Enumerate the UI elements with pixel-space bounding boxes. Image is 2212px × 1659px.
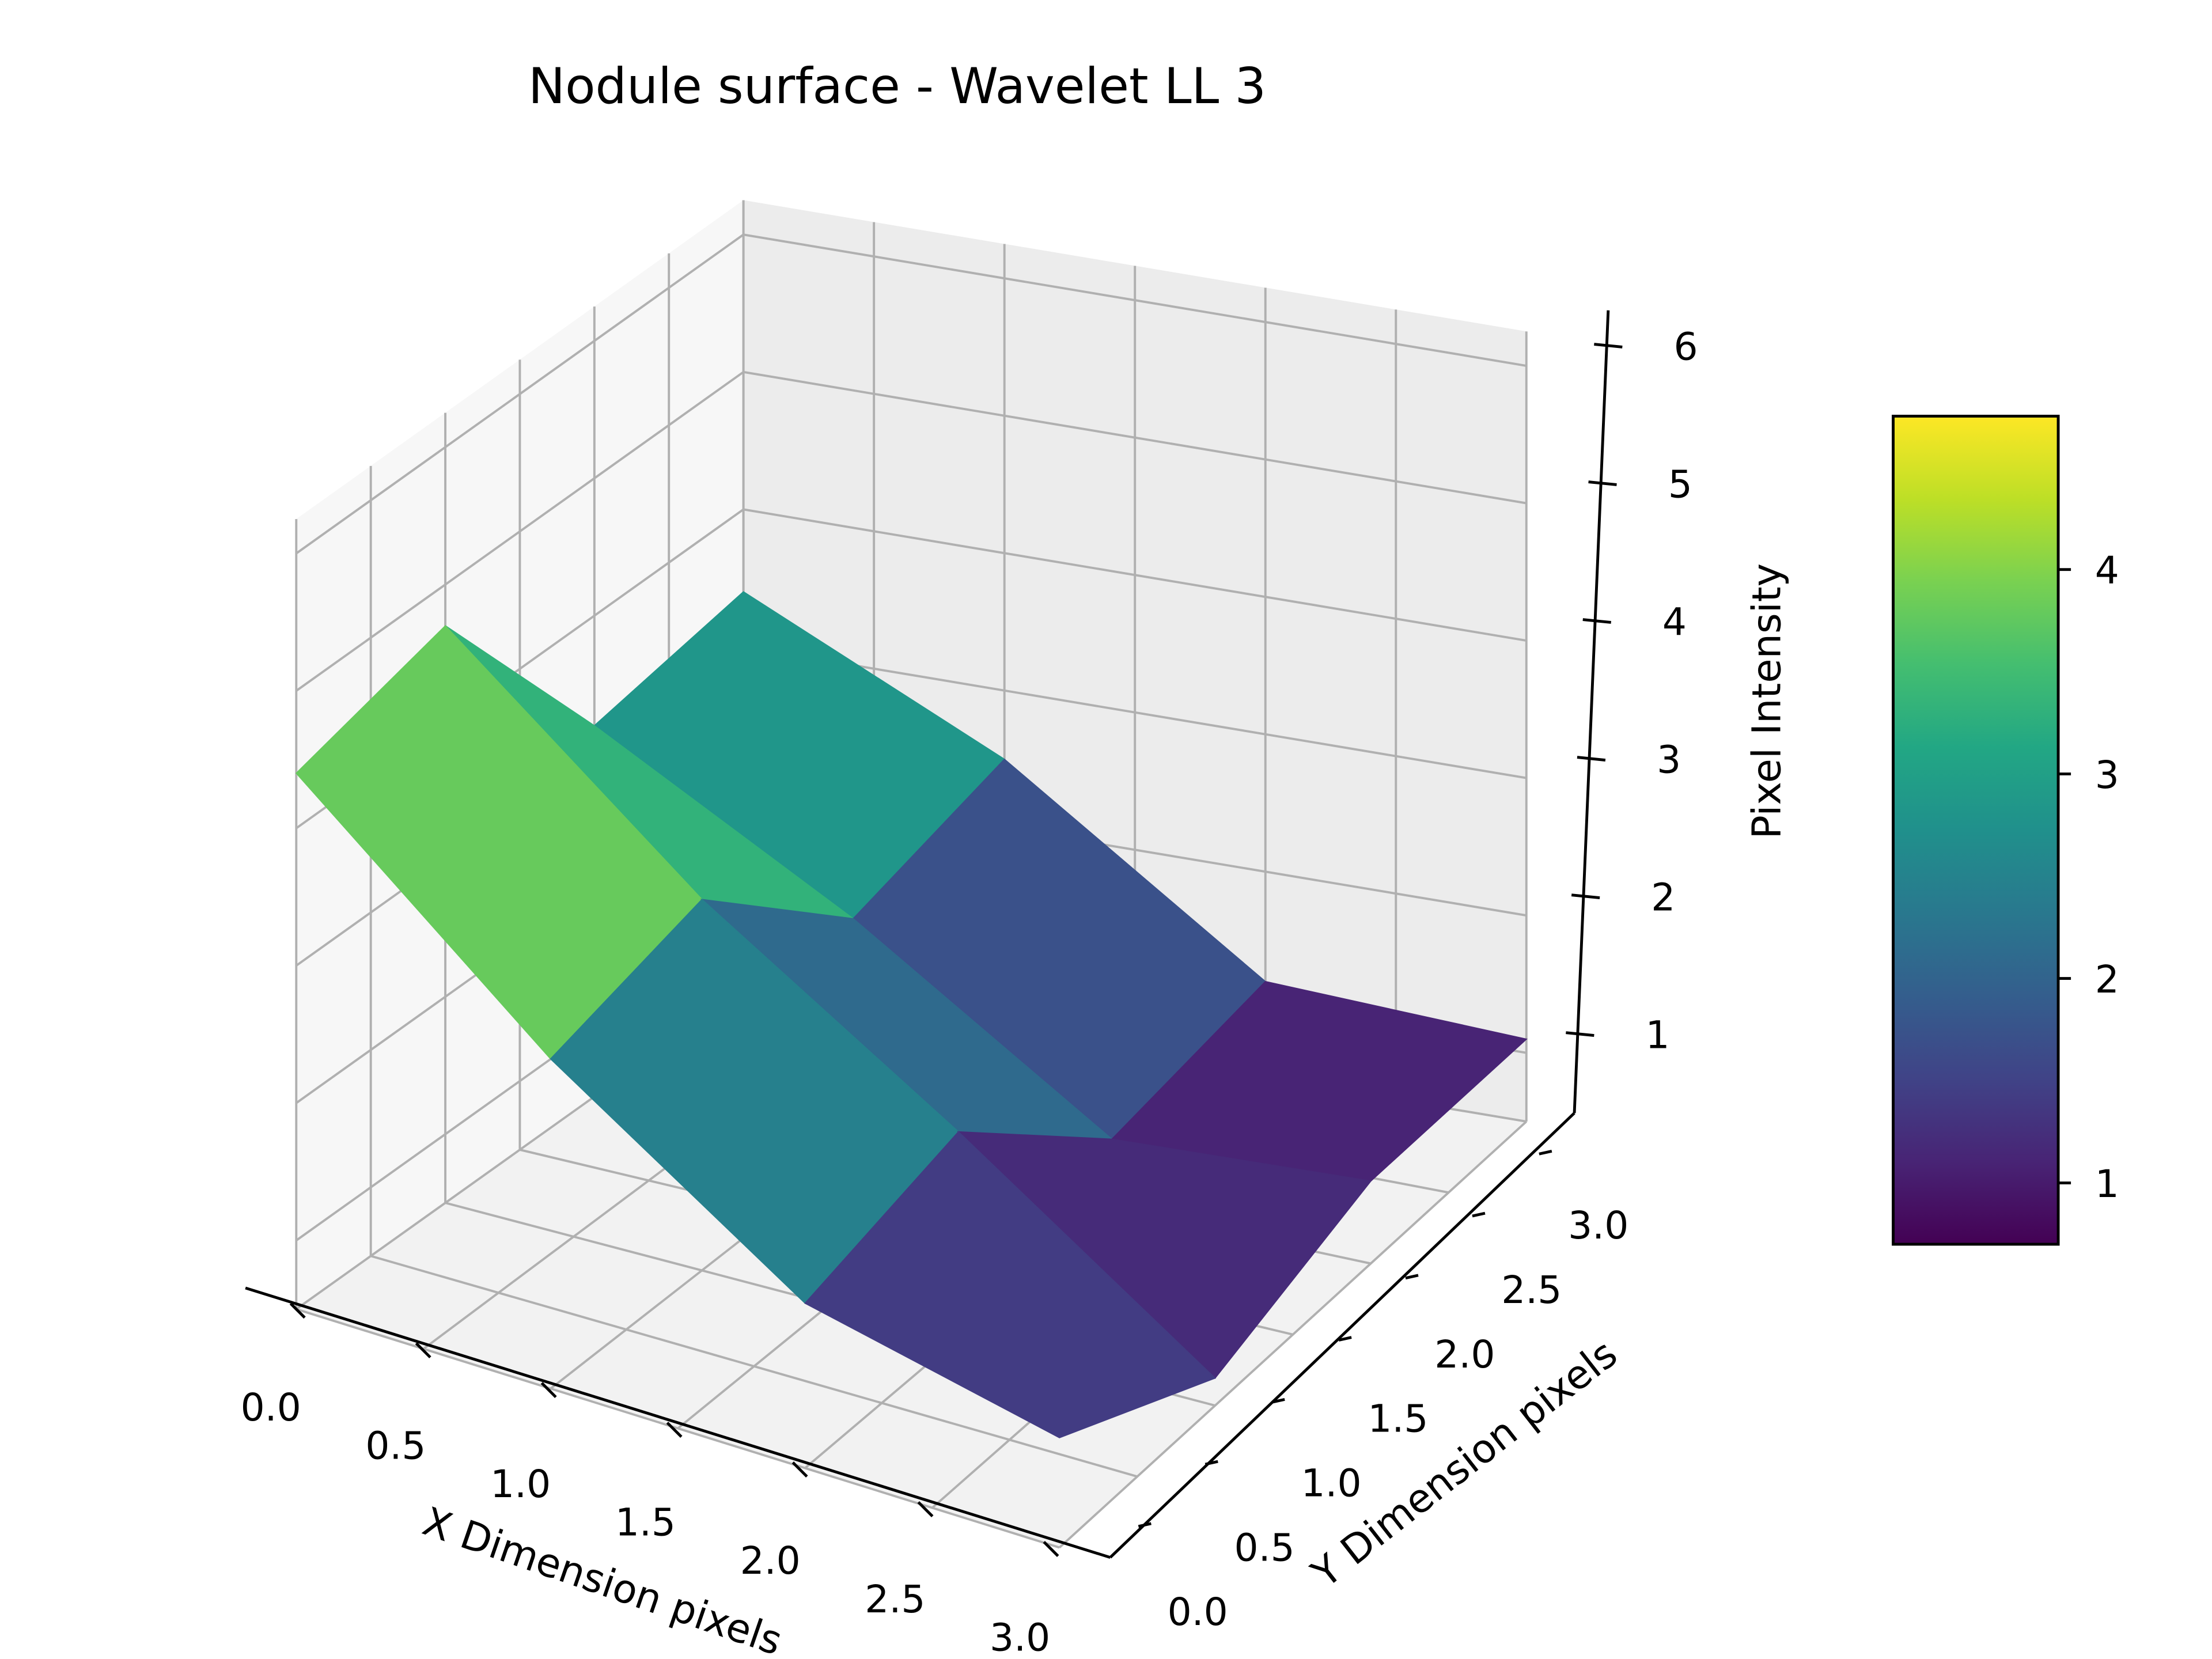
y-tick-label: 2.5 [1501,1268,1562,1312]
z-tick-mark [1566,1031,1594,1037]
x-tick-mark [917,1501,934,1517]
z-tick-label: 1 [1646,1013,1670,1058]
z-tick-label: 5 [1668,463,1692,507]
y-tick-label: 0.5 [1234,1525,1295,1570]
y-tick-label: 1.0 [1301,1461,1361,1506]
y-tick-label: 0.0 [1168,1590,1228,1634]
back-grid-z [743,645,1527,779]
colorbar-gradient [1892,414,2060,1246]
x-tick-label: 3.0 [990,1615,1050,1659]
y-tick-mark [1539,1149,1552,1156]
colorbar-ticks: 1 2 3 4 [2058,548,2119,1206]
x-tick-mark [415,1342,431,1359]
chart-title: Nodule surface - Wavelet LL 3 [528,58,1266,115]
x-tick-label: 2.0 [740,1539,801,1583]
x-tick-mark [791,1461,808,1478]
y-tick-mark [1138,1522,1152,1528]
x-tick-mark [540,1382,557,1399]
z-axis-line [1573,310,1610,1113]
y-tick-mark [1271,1397,1285,1404]
x-tick-mark [666,1422,683,1438]
colorbar-tick-label: 3 [2095,753,2119,797]
colorbar-tick-label: 1 [2095,1162,2119,1206]
z-tick-label: 4 [1662,600,1687,645]
z-tick-label: 3 [1657,738,1681,782]
x-tick-label: 2.5 [865,1577,925,1622]
z-axis-label: Pixel Intensity [1744,563,1790,839]
x-tick-label: 1.0 [490,1462,551,1506]
x-tick-label: 1.5 [615,1501,676,1545]
y-tick-label: 1.5 [1368,1397,1428,1441]
colorbar-tick-label: 4 [2095,548,2119,593]
y-axis-line [1109,1112,1575,1559]
floor-grid-x [1058,1120,1528,1548]
z-tick-mark [1594,343,1623,349]
back-grid-z [743,233,1527,367]
left-grid-z [296,371,744,692]
axes-lines [245,310,1610,1559]
z-tick-mark [1571,893,1600,899]
y-tick-mark [1405,1274,1419,1280]
z-tick-mark [1588,480,1617,486]
y-tick-mark [1472,1211,1486,1218]
colorbar-tick-label: 2 [2095,957,2119,1002]
x-axis-label: X Dimension pixels [417,1498,787,1659]
z-tick-mark [1582,618,1611,624]
y-axis-ticks: 0.00.51.01.52.02.53.0 [1138,1149,1628,1634]
z-tick-label: 2 [1651,876,1675,920]
x-tick-label: 0.5 [365,1424,426,1468]
y-tick-mark [1338,1336,1352,1342]
y-tick-mark [1205,1460,1218,1466]
y-tick-label: 2.0 [1434,1332,1495,1377]
back-grid-z [743,508,1527,642]
x-tick-label: 0.0 [241,1385,301,1430]
back-grid-z [743,370,1527,505]
x-axis-line [245,1286,1111,1559]
y-tick-label: 3.0 [1568,1203,1628,1248]
left-grid-z [296,233,744,555]
z-tick-label: 6 [1673,324,1698,369]
x-tick-mark [1043,1541,1059,1557]
surface-faces [295,591,1528,1438]
x-axis-ticks: 0.0 0.5 1.0 1.5 2.0 2.5 3.0 [241,1302,1059,1659]
colorbar: 1 2 3 4 [1892,414,2119,1246]
surface-face [804,1131,1217,1438]
z-axis-ticks: 1 2 3 4 5 6 [1566,324,1698,1058]
z-tick-mark [1577,756,1606,762]
x-tick-mark [289,1302,306,1319]
